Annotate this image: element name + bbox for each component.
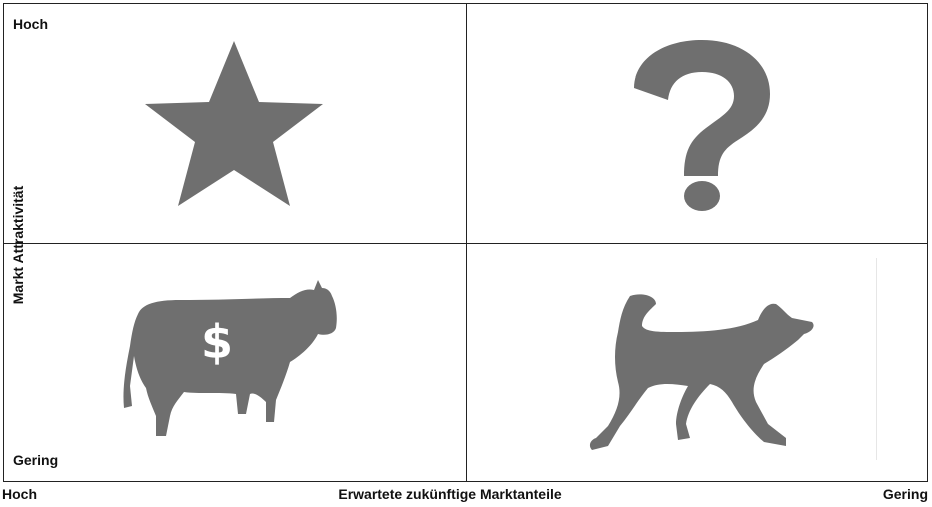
dollar-sign: $ — [200, 315, 233, 369]
cash-cow-icon — [123, 280, 337, 436]
dog-icon — [589, 294, 814, 450]
x-axis-high-label: Hoch — [2, 486, 37, 502]
vertical-divider — [466, 4, 467, 481]
star-icon — [145, 41, 323, 206]
image-edge-line — [876, 258, 877, 460]
y-axis-low-label: Gering — [13, 452, 59, 468]
portfolio-matrix-grid — [3, 3, 928, 482]
question-mark-icon — [634, 40, 770, 211]
y-axis-title: Markt Attraktivität — [10, 185, 26, 305]
x-axis-title: Erwartete zukünftige Marktanteile — [338, 486, 562, 502]
y-axis-high-label: Hoch — [13, 16, 48, 32]
horizontal-divider — [4, 243, 927, 244]
x-axis-low-label: Gering — [882, 486, 928, 502]
